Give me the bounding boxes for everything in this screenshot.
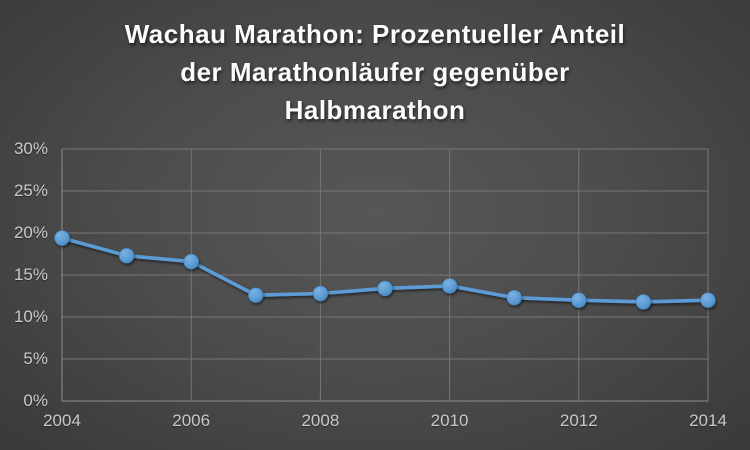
line-chart-plot-area <box>54 148 716 402</box>
chart-title-line-3: Halbmarathon <box>284 95 466 125</box>
chart-title: Wachau Marathon: Prozentueller Anteil de… <box>0 15 750 129</box>
x-axis-tick-label: 2012 <box>559 411 598 430</box>
data-point <box>248 287 264 303</box>
data-point <box>312 285 329 302</box>
x-axis-tick-label: 2004 <box>43 411 81 430</box>
y-axis-tick-label: 20% <box>13 223 48 242</box>
x-axis-tick-label: 2006 <box>172 411 211 430</box>
y-axis-tick-label: 10% <box>13 307 48 326</box>
data-point <box>183 253 199 270</box>
data-point <box>506 290 522 306</box>
data-point <box>441 278 458 294</box>
data-point <box>377 280 393 297</box>
data-point <box>571 292 587 308</box>
data-point <box>635 294 652 310</box>
data-point <box>700 292 716 308</box>
data-point <box>54 230 70 246</box>
chart-title-line-2: der Marathonläufer gegenüber <box>180 57 570 87</box>
x-axis-tick-label: 2010 <box>430 411 469 430</box>
y-axis-tick-label: 0% <box>23 391 48 410</box>
x-axis-tick-label: 2008 <box>301 411 340 430</box>
chart-title-line-1: Wachau Marathon: Prozentueller Anteil <box>124 19 626 49</box>
y-axis-tick-label: 25% <box>13 181 48 200</box>
x-axis-tick-label: 2014 <box>689 411 727 430</box>
y-axis-tick-label: 15% <box>13 265 48 284</box>
y-axis-tick-label: 5% <box>23 349 48 368</box>
y-axis-tick-label: 30% <box>13 139 48 158</box>
data-point <box>118 247 135 264</box>
